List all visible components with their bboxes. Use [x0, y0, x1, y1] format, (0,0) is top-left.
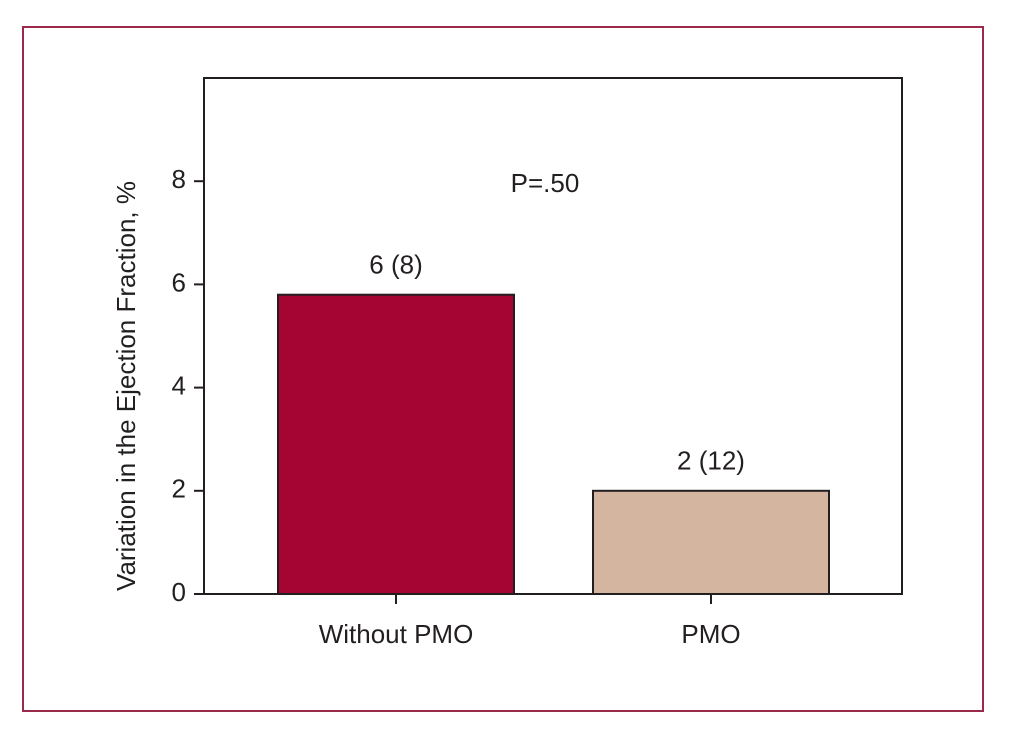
x-tick-label: Without PMO: [319, 619, 474, 649]
y-tick-label: 8: [172, 164, 186, 194]
bar: [277, 293, 515, 595]
bar: [592, 489, 830, 595]
annotation: P=.50: [511, 168, 580, 198]
y-tick-label: 4: [172, 370, 186, 400]
plot-area: [203, 77, 903, 595]
y-tick-label: 6: [172, 267, 186, 297]
y-tick-label: 2: [172, 474, 186, 504]
value-label: 6 (8): [369, 250, 422, 280]
value-label: 2 (12): [677, 446, 745, 476]
y-tick-label: 0: [172, 577, 186, 607]
x-tick-label: PMO: [681, 619, 740, 649]
y-axis-label: Variation in the Ejection Fraction, %: [111, 181, 141, 591]
